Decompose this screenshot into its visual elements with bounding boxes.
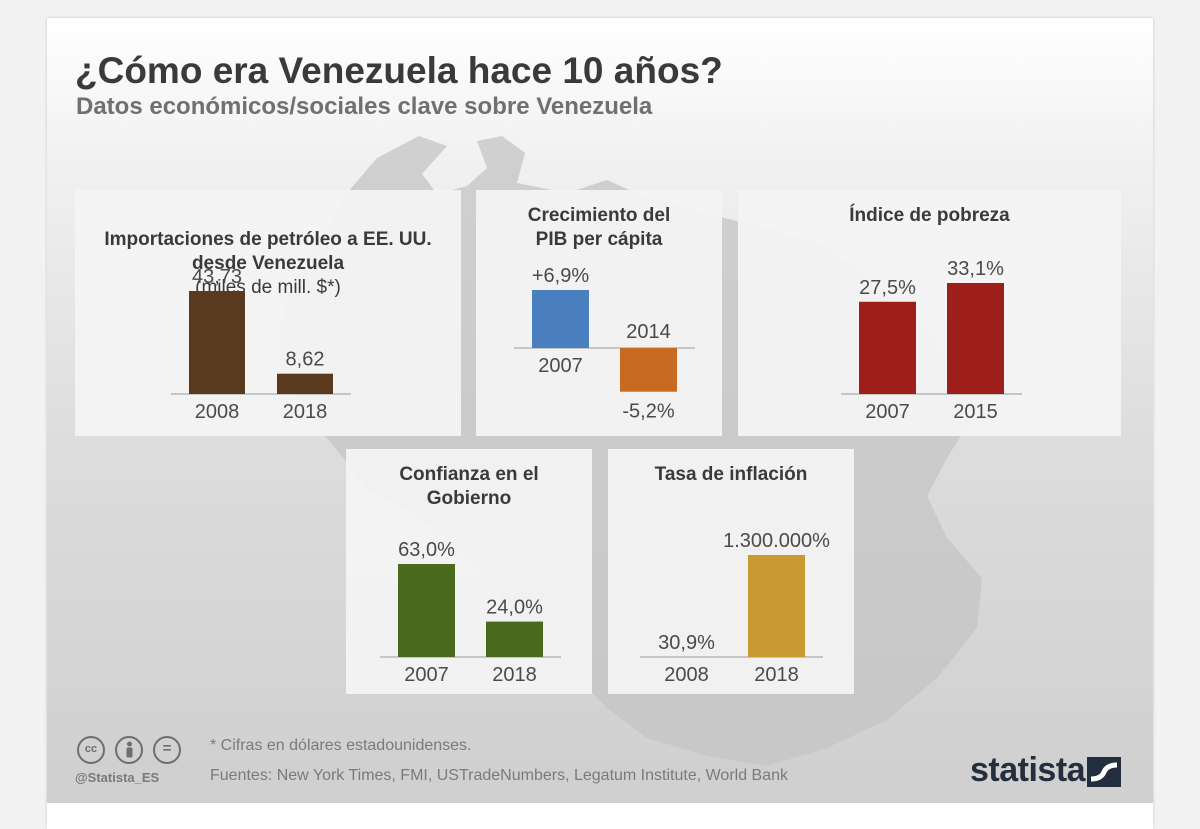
panel-inflation: Tasa de inflación 30,9% 2008 1.300.000% 201… xyxy=(608,449,854,694)
value-label: 24,0% xyxy=(486,597,543,619)
panel-title: Índice de pobreza xyxy=(849,205,1010,226)
value-label: 1.300.000% xyxy=(723,530,830,552)
bar-2018 xyxy=(486,621,543,657)
panel-title: Tasa de inflación xyxy=(654,464,808,485)
value-label: 8,62 xyxy=(286,349,325,371)
chart-government-trust: 63,0% 2007 24,0% 2018 xyxy=(380,539,561,686)
bar-2007 xyxy=(532,290,589,348)
value-label: +6,9% xyxy=(532,265,589,287)
bar-2007 xyxy=(398,564,455,657)
value-label: 43,73 xyxy=(192,266,242,288)
infographic-card: ¿Cómo era Venezuela hace 10 años? Datos … xyxy=(47,18,1153,829)
category-label: 2014 xyxy=(626,321,671,343)
category-label: 2007 xyxy=(538,355,583,377)
infographic: ¿Cómo era Venezuela hace 10 años? Datos … xyxy=(47,18,1153,803)
bar-2018 xyxy=(748,555,805,657)
statista-logo: statista xyxy=(970,751,1086,789)
bar-2014 xyxy=(620,348,677,392)
value-label: 33,1% xyxy=(947,258,1004,280)
by-icon xyxy=(115,736,143,764)
panel-title: Crecimiento del PIB per cápita xyxy=(527,205,671,250)
category-label: 2018 xyxy=(754,664,799,686)
bar-2007 xyxy=(859,301,916,394)
panel-gdp-growth: Crecimiento del PIB per cápita +6,9% 2007… xyxy=(476,190,722,436)
category-label: 2018 xyxy=(283,401,328,423)
category-label: 2008 xyxy=(664,664,709,686)
panel-title: Confianza en el Gobierno xyxy=(399,464,539,509)
category-label: 2008 xyxy=(195,401,240,423)
chart-gdp-growth: +6,9% 2007 -5,2% 2014 xyxy=(514,265,695,423)
chart-oil-imports: 43,73 2008 8,62 2018 xyxy=(171,266,351,423)
value-label: -5,2% xyxy=(622,401,674,423)
cc-icon: cc xyxy=(77,736,105,764)
value-label: 30,9% xyxy=(658,632,715,654)
value-label: 27,5% xyxy=(859,277,916,299)
value-label: 63,0% xyxy=(398,539,455,561)
category-label: 2018 xyxy=(492,664,537,686)
panel-title-main: Importaciones de petróleo a EE. UU. desd… xyxy=(104,229,432,274)
bar-2015 xyxy=(947,283,1004,394)
social-handle: @Statista_ES xyxy=(75,770,160,785)
chart-poverty: 27,5% 2007 33,1% 2015 xyxy=(841,258,1022,423)
panel-government-trust: Confianza en el Gobierno 63,0% 2007 24,0% 2… xyxy=(346,449,592,694)
panel-poverty: Índice de pobreza 27,5% 2007 33,1% 2015 xyxy=(738,190,1121,436)
category-label: 2007 xyxy=(865,401,910,423)
nd-icon: = xyxy=(153,736,181,764)
footnote: * Cifras en dólares estadounidenses. xyxy=(210,737,472,754)
license-icons: cc = xyxy=(77,736,187,770)
page-title: ¿Cómo era Venezuela hace 10 años? xyxy=(75,50,723,91)
bar-2008 xyxy=(189,291,245,394)
panel-oil-imports: Importaciones de petróleo a EE. UU. desd… xyxy=(75,190,461,436)
category-label: 2007 xyxy=(404,664,449,686)
page-subtitle: Datos económicos/sociales clave sobre Ve… xyxy=(76,93,653,120)
panel-title: Importaciones de petróleo a EE. UU. desd… xyxy=(75,204,461,300)
category-label: 2015 xyxy=(953,401,998,423)
sources: Fuentes: New York Times, FMI, USTradeNum… xyxy=(210,767,789,784)
chart-inflation: 30,9% 2008 1.300.000% 2018 xyxy=(640,530,830,686)
person-icon xyxy=(126,741,132,758)
bar-2018 xyxy=(277,373,333,394)
statista-logo-icon xyxy=(1087,757,1121,787)
